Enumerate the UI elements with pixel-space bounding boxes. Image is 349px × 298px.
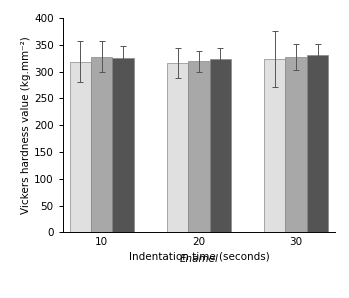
Bar <box>112 58 134 232</box>
Bar <box>285 57 307 232</box>
Y-axis label: Vickers hardness value (kg.mm⁻²): Vickers hardness value (kg.mm⁻²) <box>21 36 31 214</box>
Bar <box>307 55 328 232</box>
Text: Enamel: Enamel <box>179 254 218 264</box>
Bar <box>167 63 188 232</box>
Bar <box>188 61 210 232</box>
X-axis label: Indentation time (seconds): Indentation time (seconds) <box>128 252 269 261</box>
Bar <box>210 59 231 232</box>
Bar <box>264 59 285 232</box>
Bar <box>70 62 91 232</box>
Bar <box>91 57 112 232</box>
